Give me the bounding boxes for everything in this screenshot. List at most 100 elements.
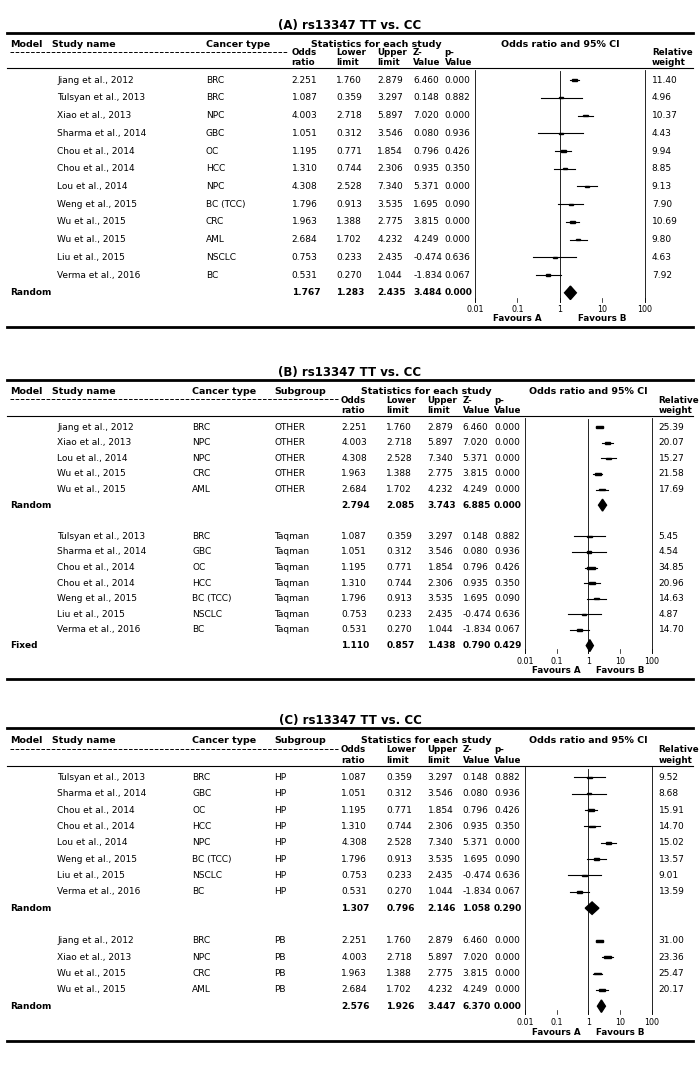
Text: 0.090: 0.090 (494, 594, 520, 603)
Text: -0.474: -0.474 (413, 253, 442, 262)
Text: 1.051: 1.051 (341, 789, 367, 798)
Text: Odds
ratio: Odds ratio (341, 396, 366, 415)
Text: 2.528: 2.528 (386, 454, 412, 462)
Text: 0.882: 0.882 (444, 93, 470, 103)
Text: 2.146: 2.146 (428, 904, 456, 913)
Text: 0.771: 0.771 (336, 146, 362, 156)
Text: Taqman: Taqman (274, 594, 309, 603)
Text: 4.63: 4.63 (652, 253, 672, 262)
Bar (582, 614, 587, 615)
Text: 9.52: 9.52 (659, 773, 679, 782)
Text: Chou et al., 2014: Chou et al., 2014 (57, 805, 134, 815)
Text: 9.01: 9.01 (659, 871, 679, 880)
Text: PB: PB (274, 969, 286, 978)
Text: Verma et al., 2016: Verma et al., 2016 (57, 626, 141, 634)
Text: 0.000: 0.000 (494, 423, 520, 431)
Text: (A) rs13347 TT vs. CC: (A) rs13347 TT vs. CC (279, 19, 421, 32)
Text: 4.249: 4.249 (413, 235, 439, 245)
Text: 3.546: 3.546 (428, 548, 454, 556)
Text: 1.195: 1.195 (292, 146, 318, 156)
Text: (B) rs13347 TT vs. CC: (B) rs13347 TT vs. CC (279, 366, 421, 379)
Text: 3.297: 3.297 (428, 773, 454, 782)
Text: 0.01: 0.01 (466, 305, 484, 314)
Text: Lower
limit: Lower limit (336, 48, 366, 67)
Text: 0.636: 0.636 (494, 610, 520, 618)
Bar (559, 132, 563, 134)
Text: Taqman: Taqman (274, 532, 309, 540)
Text: 4.003: 4.003 (292, 111, 317, 120)
Text: Chou et al., 2014: Chou et al., 2014 (57, 563, 134, 572)
Text: 0.771: 0.771 (386, 805, 412, 815)
Text: Random: Random (10, 904, 52, 913)
Text: Z-
Value: Z- Value (463, 396, 490, 415)
Text: -0.474: -0.474 (463, 610, 491, 618)
Text: 7.92: 7.92 (652, 270, 672, 280)
Text: 3.815: 3.815 (413, 218, 439, 226)
Bar (596, 940, 603, 942)
Text: BC: BC (193, 626, 204, 634)
Text: 4.249: 4.249 (463, 986, 488, 994)
Text: CRC: CRC (193, 969, 211, 978)
Text: OC: OC (193, 563, 206, 572)
Text: 2.775: 2.775 (428, 470, 454, 478)
Text: 4.232: 4.232 (428, 485, 453, 494)
Text: 0.000: 0.000 (494, 454, 520, 462)
Text: 11.40: 11.40 (652, 76, 678, 84)
Text: NSCLC: NSCLC (193, 871, 222, 880)
Text: 0.312: 0.312 (336, 129, 362, 138)
Text: 0.000: 0.000 (494, 1002, 522, 1010)
Text: 0.744: 0.744 (336, 164, 362, 173)
Text: 1.854: 1.854 (377, 146, 403, 156)
Text: 0.000: 0.000 (494, 438, 520, 447)
Text: 4.96: 4.96 (652, 93, 672, 103)
Text: 10: 10 (615, 657, 625, 665)
Text: 2.576: 2.576 (341, 1002, 370, 1010)
Text: Favours A: Favours A (532, 1027, 581, 1037)
Text: BRC: BRC (193, 532, 210, 540)
Text: 0.000: 0.000 (494, 838, 520, 847)
Text: Lou et al., 2014: Lou et al., 2014 (57, 454, 127, 462)
Polygon shape (587, 640, 594, 651)
Text: 100: 100 (638, 305, 652, 314)
Text: CRC: CRC (193, 470, 211, 478)
Text: OTHER: OTHER (274, 423, 305, 431)
Text: 1.051: 1.051 (341, 548, 367, 556)
Text: 2.085: 2.085 (386, 501, 414, 509)
Bar (605, 442, 610, 443)
Text: 1.963: 1.963 (341, 470, 367, 478)
Text: 0.636: 0.636 (494, 871, 520, 880)
Text: 15.27: 15.27 (659, 454, 685, 462)
Text: 15.91: 15.91 (659, 805, 685, 815)
Text: 1.195: 1.195 (341, 805, 367, 815)
Text: p-
Value: p- Value (494, 396, 522, 415)
Text: 3.484: 3.484 (413, 288, 442, 297)
Text: Fixed: Fixed (10, 641, 38, 650)
Text: BRC: BRC (206, 76, 224, 84)
Text: BC: BC (206, 270, 218, 280)
Text: 5.371: 5.371 (463, 454, 489, 462)
Text: Weng et al., 2015: Weng et al., 2015 (57, 854, 137, 864)
Text: 6.460: 6.460 (413, 76, 439, 84)
Text: 2.251: 2.251 (341, 937, 367, 945)
Bar (576, 239, 580, 240)
Text: 0.359: 0.359 (336, 93, 362, 103)
Text: 1.388: 1.388 (386, 470, 412, 478)
Text: 0.000: 0.000 (494, 969, 520, 978)
Text: 3.297: 3.297 (377, 93, 403, 103)
Text: 2.775: 2.775 (377, 218, 403, 226)
Text: 0.1: 0.1 (511, 305, 524, 314)
Text: 0.148: 0.148 (463, 532, 489, 540)
Text: 2.718: 2.718 (386, 953, 412, 961)
Text: Xiao et al., 2013: Xiao et al., 2013 (57, 111, 132, 120)
Text: PB: PB (274, 953, 286, 961)
Text: 2.879: 2.879 (428, 937, 454, 945)
Text: 1.854: 1.854 (428, 563, 454, 572)
Bar (577, 629, 582, 631)
Text: 10.37: 10.37 (652, 111, 678, 120)
Text: 0.882: 0.882 (494, 773, 520, 782)
Text: 0.233: 0.233 (336, 253, 362, 262)
Text: 0.426: 0.426 (494, 563, 519, 572)
Text: 0.067: 0.067 (444, 270, 470, 280)
Bar (587, 536, 592, 537)
Text: 0.359: 0.359 (386, 773, 412, 782)
